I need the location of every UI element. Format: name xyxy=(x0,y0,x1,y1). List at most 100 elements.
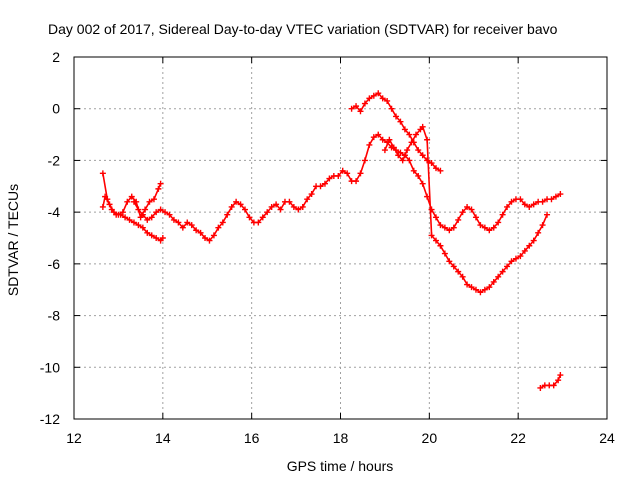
data-point xyxy=(135,222,142,229)
data-point xyxy=(557,372,564,379)
data-point xyxy=(153,235,160,241)
data-point xyxy=(415,147,422,154)
data-point xyxy=(184,219,191,226)
data-point xyxy=(159,235,166,241)
data-point xyxy=(401,126,408,133)
data-point xyxy=(317,183,324,190)
y-tick-label: -2 xyxy=(48,152,61,168)
data-point xyxy=(119,209,126,216)
data-point xyxy=(486,284,493,291)
data-point xyxy=(557,191,564,198)
data-point xyxy=(428,232,435,239)
data-point xyxy=(432,237,439,244)
data-point xyxy=(146,198,153,205)
data-point xyxy=(210,232,217,239)
data-point xyxy=(415,172,422,179)
data-point xyxy=(490,278,497,285)
y-tick-label: -6 xyxy=(48,256,61,272)
data-point xyxy=(286,198,293,205)
data-point xyxy=(366,141,373,148)
data-point xyxy=(512,255,519,262)
data-point xyxy=(255,219,262,226)
data-point xyxy=(468,284,475,291)
data-point xyxy=(446,227,453,234)
data-point xyxy=(539,198,546,205)
data-point xyxy=(115,211,122,218)
data-point xyxy=(110,209,117,216)
data-point xyxy=(135,206,142,213)
data-point xyxy=(179,224,186,231)
series-arc-6 xyxy=(537,372,564,391)
y-tick-labels: 2 0 -2 -4 -6 -8 -10 -12 xyxy=(40,49,60,427)
data-point xyxy=(526,242,533,249)
data-point xyxy=(388,105,395,112)
data-point xyxy=(499,211,506,218)
data-point xyxy=(357,108,364,115)
data-point xyxy=(348,105,355,112)
data-point xyxy=(437,167,444,174)
data-point xyxy=(477,222,484,229)
data-point xyxy=(450,263,457,270)
data-point xyxy=(424,136,431,143)
x-tick-label: 18 xyxy=(333,430,349,446)
data-point xyxy=(464,281,471,288)
data-point xyxy=(295,206,302,213)
data-point xyxy=(124,198,131,205)
data-point xyxy=(530,201,537,208)
data-point xyxy=(277,206,284,213)
data-point xyxy=(419,123,426,130)
series-arc-4 xyxy=(348,90,444,174)
data-point xyxy=(379,95,386,102)
data-point xyxy=(361,100,368,107)
data-point xyxy=(393,113,400,120)
data-point xyxy=(237,201,244,208)
data-point xyxy=(552,193,559,200)
data-point xyxy=(508,198,515,205)
data-point xyxy=(410,167,417,174)
data-point xyxy=(490,224,497,231)
data-point xyxy=(321,180,328,187)
data-point xyxy=(432,165,439,172)
data-point xyxy=(544,211,551,218)
data-point xyxy=(219,219,226,226)
data-point xyxy=(406,131,413,138)
y-tick-label: 2 xyxy=(52,49,60,65)
data-point xyxy=(326,175,333,182)
data-point xyxy=(548,196,555,203)
data-point xyxy=(128,193,135,200)
data-point xyxy=(537,384,544,391)
data-point xyxy=(455,216,462,223)
data-point xyxy=(99,170,106,177)
y-tick-label: -4 xyxy=(48,204,61,220)
y-tick-label: -8 xyxy=(48,308,61,324)
data-point xyxy=(406,157,413,164)
x-tick-label: 14 xyxy=(155,430,171,446)
data-point xyxy=(535,229,542,236)
data-point xyxy=(459,209,466,216)
data-point xyxy=(170,216,177,223)
data-point xyxy=(246,214,253,221)
data-point xyxy=(242,206,249,213)
data-point xyxy=(521,201,528,208)
x-axis-title: GPS time / hours xyxy=(287,458,394,474)
data-point xyxy=(419,152,426,159)
data-point xyxy=(486,227,493,234)
data-point xyxy=(375,131,382,138)
data-point xyxy=(357,170,364,177)
data-point xyxy=(508,258,515,265)
data-point xyxy=(481,286,488,293)
y-tick-label: 0 xyxy=(52,101,60,117)
data-point xyxy=(175,219,182,226)
data-point xyxy=(144,216,151,223)
data-point xyxy=(450,224,457,231)
data-point xyxy=(233,198,240,205)
data-point xyxy=(197,229,204,236)
data-point xyxy=(366,95,373,102)
series-line xyxy=(384,126,548,294)
data-point xyxy=(264,209,271,216)
data-point xyxy=(304,196,311,203)
data-point xyxy=(517,253,524,260)
x-tick-labels: 12 14 16 18 20 22 24 xyxy=(66,430,615,446)
data-point xyxy=(215,224,222,231)
data-point xyxy=(224,211,231,218)
